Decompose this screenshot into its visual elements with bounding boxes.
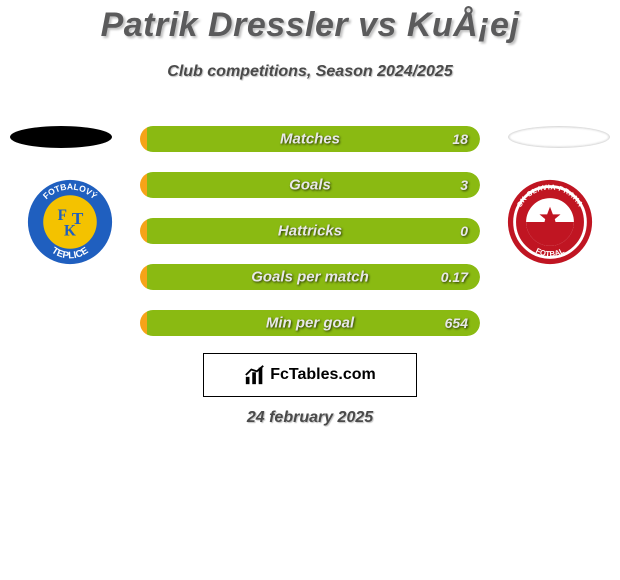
stat-label: Matches xyxy=(280,131,340,148)
stat-fill-left xyxy=(140,218,147,244)
stat-row: Goals per match 0.17 xyxy=(140,264,480,290)
player-photo-right-placeholder xyxy=(508,126,610,148)
stat-fill-left xyxy=(140,126,147,152)
branding-text: FcTables.com xyxy=(270,366,376,384)
date-line: 24 february 2025 xyxy=(0,409,620,427)
page-subtitle: Club competitions, Season 2024/2025 xyxy=(0,63,620,81)
stat-fill-left xyxy=(140,264,147,290)
stat-fill-left xyxy=(140,172,147,198)
stat-row: Goals 3 xyxy=(140,172,480,198)
svg-text:K: K xyxy=(64,222,76,239)
stat-value-right: 654 xyxy=(445,315,468,331)
branding-box[interactable]: FcTables.com xyxy=(203,353,417,397)
page-title: Patrik Dressler vs KuÅ¡ej xyxy=(0,0,620,45)
stat-row: Hattricks 0 xyxy=(140,218,480,244)
stat-value-right: 3 xyxy=(460,177,468,193)
stat-label: Goals per match xyxy=(251,269,369,286)
stat-label: Goals xyxy=(289,177,331,194)
stat-value-right: 18 xyxy=(452,131,468,147)
player-photo-left-placeholder xyxy=(10,126,112,148)
chart-icon xyxy=(244,364,266,386)
stat-label: Hattricks xyxy=(278,223,342,240)
team-badge-right: SK SLAVIA PRAHA FOTBAL xyxy=(502,178,598,266)
stats-column: Matches 18 Goals 3 Hattricks 0 Goals per match… xyxy=(140,126,480,356)
team-badge-left: FOTBALOVÝ TEPLICE F T K xyxy=(22,178,118,266)
stat-fill-left xyxy=(140,310,147,336)
stat-value-right: 0 xyxy=(460,223,468,239)
stat-row: Min per goal 654 xyxy=(140,310,480,336)
stat-row: Matches 18 xyxy=(140,126,480,152)
stat-value-right: 0.17 xyxy=(441,269,468,285)
stat-label: Min per goal xyxy=(266,315,354,332)
